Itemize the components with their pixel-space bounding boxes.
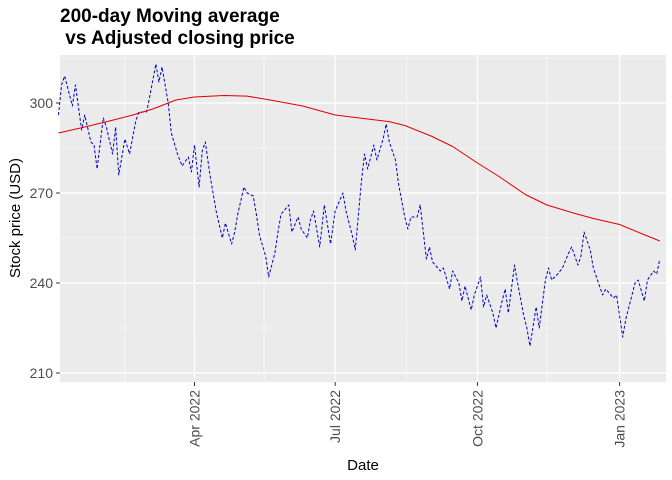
series-line-1 xyxy=(58,95,661,242)
x-tick-label: Oct 2022 xyxy=(469,390,485,447)
y-tick-label: 300 xyxy=(30,95,54,111)
x-axis-title: Date xyxy=(347,457,379,474)
x-tick-label: Jul 2022 xyxy=(327,390,343,443)
series-line-0 xyxy=(57,63,661,347)
y-tick-label: 240 xyxy=(30,275,54,291)
series-layer xyxy=(57,63,661,347)
y-axis-title: Stock price (USD) xyxy=(7,158,24,278)
plot-panel xyxy=(60,55,666,382)
y-tick-label: 210 xyxy=(30,365,54,381)
major-gridlines xyxy=(60,55,666,382)
axis-layer: 210 240 270 300 Apr 2022 Jul 2022 Oct 2022 Jan … xyxy=(30,95,628,448)
minor-gridlines xyxy=(60,55,666,382)
x-tick-label: Jan 2023 xyxy=(612,390,628,448)
y-tick-label: 270 xyxy=(30,185,54,201)
x-tick-label: Apr 2022 xyxy=(186,390,202,447)
chart-title: 200-day Moving average vs Adjusted closi… xyxy=(60,6,295,49)
